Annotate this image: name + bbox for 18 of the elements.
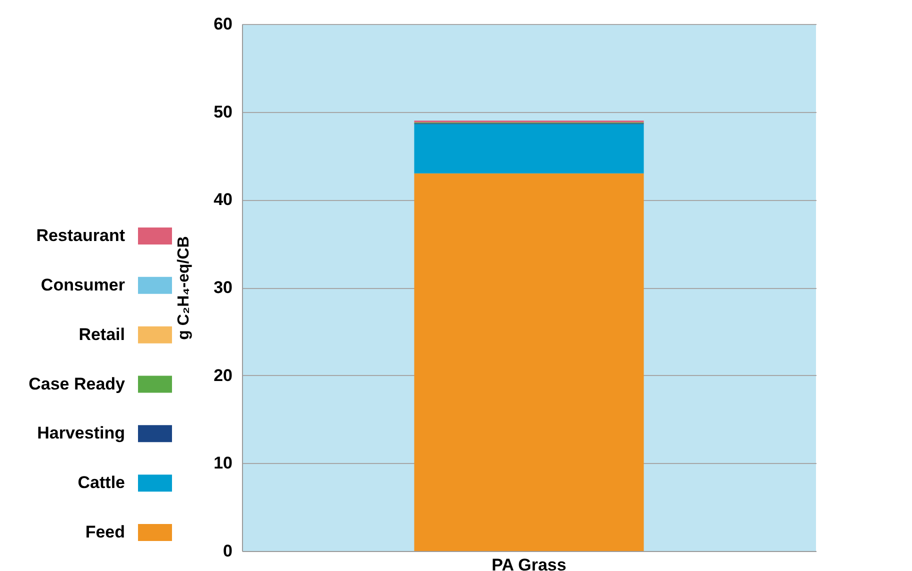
legend-label: Cattle [78,473,125,492]
legend-label: Harvesting [37,424,125,443]
legend-label: Restaurant [36,226,126,245]
bar [414,173,644,551]
y-tick-label: 10 [214,454,232,473]
y-tick-label: 60 [214,14,232,34]
y-tick-label: 20 [214,366,232,385]
bar [414,124,644,174]
legend-label: Case Ready [28,374,126,394]
x-tick-label: PA Grass [492,556,566,571]
legend-label: Retail [78,324,125,344]
y-tick-label: 40 [214,190,232,210]
y-tick-label: 50 [214,102,232,122]
y-tick-label: 30 [214,278,232,297]
legend-label: Consumer [40,275,126,294]
legend-label: Feed [85,522,125,542]
y-axis-title: g C₂H₄-eq/CB [176,236,193,340]
y-tick-label: 0 [223,542,232,560]
